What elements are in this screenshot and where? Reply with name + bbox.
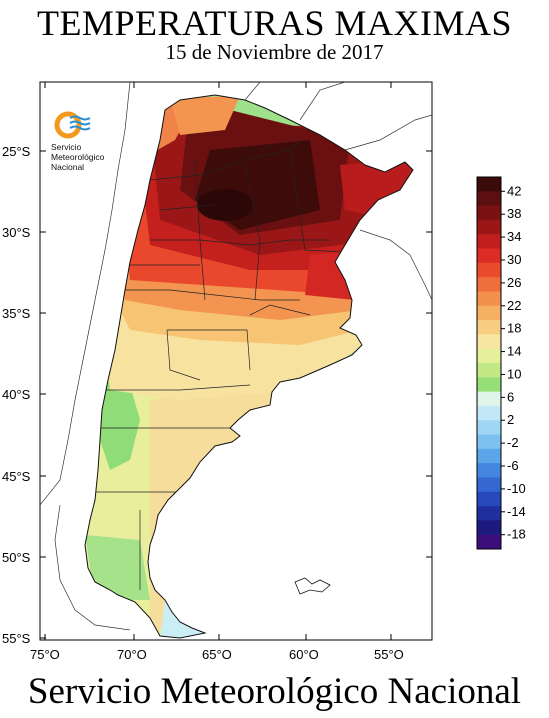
legend-swatch (477, 363, 501, 378)
legend-swatch (477, 477, 501, 493)
neighbor-borders (40, 82, 432, 631)
lat-label-45: 45°S (2, 469, 31, 484)
legend-swatch (477, 520, 501, 536)
legend-swatch (477, 463, 501, 478)
smn-logo-icon: Servicio Meteorológico Nacional (51, 111, 105, 172)
legend-swatch (477, 248, 501, 264)
lon-label-60: 60°O (289, 647, 319, 662)
logo-line-2: Meteorológico (51, 152, 105, 162)
province-borders (95, 139, 346, 590)
legend-swatch (477, 219, 501, 235)
legend-label: -18 (507, 527, 526, 542)
legend-label: 18 (507, 321, 521, 336)
lat-axis: 25°S 30°S 35°S 40°S 45°S 50°S 55°S (2, 144, 432, 646)
legend-swatch (477, 491, 501, 507)
legend-swatch (477, 262, 501, 278)
legend-label: -10 (507, 481, 526, 496)
legend-swatch (477, 205, 501, 221)
legend-swatch (477, 420, 501, 436)
lon-label-55: 55°O (374, 647, 404, 662)
lat-label-55: 55°S (2, 631, 31, 646)
malvinas-islands (294, 577, 331, 595)
legend-label: -2 (507, 435, 519, 450)
legend-label: 22 (507, 298, 521, 313)
legend-swatch (477, 334, 501, 350)
legend-swatch (477, 377, 501, 393)
legend-label: 42 (507, 183, 521, 198)
legend-label: 34 (507, 229, 521, 244)
legend-swatch (477, 534, 501, 550)
legend-label: 2 (507, 412, 514, 427)
legend-label: 14 (507, 344, 521, 359)
logo-line-1: Servicio (51, 142, 82, 152)
legend-swatch (477, 434, 501, 450)
logo-line-3: Nacional (51, 162, 84, 172)
lon-label-75: 75°O (30, 647, 60, 662)
legend-swatch (477, 448, 501, 464)
argentina-outline (84, 94, 414, 639)
legend-label: -6 (507, 458, 519, 473)
legend-swatch (477, 320, 501, 335)
legend-swatch (477, 234, 501, 250)
legend-swatch (477, 348, 501, 364)
lat-label-25: 25°S (2, 144, 31, 159)
temperature-legend: 42 38 34 30 26 22 18 14 10 6 2 -2 -6 -10 -14 -18 (476, 176, 526, 550)
legend-label: -14 (507, 504, 526, 519)
lon-axis: 75°O 70°O 65°O 60°O 55°O (30, 82, 404, 662)
legend-swatch (477, 191, 501, 207)
footer-credit: Servicio Meteorológico Nacional (27, 671, 522, 712)
legend-swatch (477, 305, 501, 321)
legend-label: 38 (507, 206, 521, 221)
lon-label-65: 65°O (202, 647, 232, 662)
lon-label-70: 70°O (117, 647, 147, 662)
legend-swatch (477, 391, 501, 407)
lat-label-30: 30°S (2, 225, 31, 240)
legend-swatch (477, 506, 501, 521)
legend-frame (476, 176, 502, 550)
lat-label-50: 50°S (2, 550, 31, 565)
legend-swatch (477, 277, 501, 292)
legend-label: 10 (507, 366, 521, 381)
legend-label: 6 (507, 389, 514, 404)
legend-swatch (477, 177, 501, 192)
map-title: TEMPERATURAS MAXIMAS (36, 3, 513, 43)
legend-label: 30 (507, 252, 521, 267)
legend-swatch (477, 291, 501, 307)
lat-label-35: 35°S (2, 306, 31, 321)
legend-swatch (477, 405, 501, 421)
legend-label: 26 (507, 275, 521, 290)
map-date-subtitle: 15 de Noviembre de 2017 (165, 40, 384, 64)
lat-label-40: 40°S (2, 387, 31, 402)
